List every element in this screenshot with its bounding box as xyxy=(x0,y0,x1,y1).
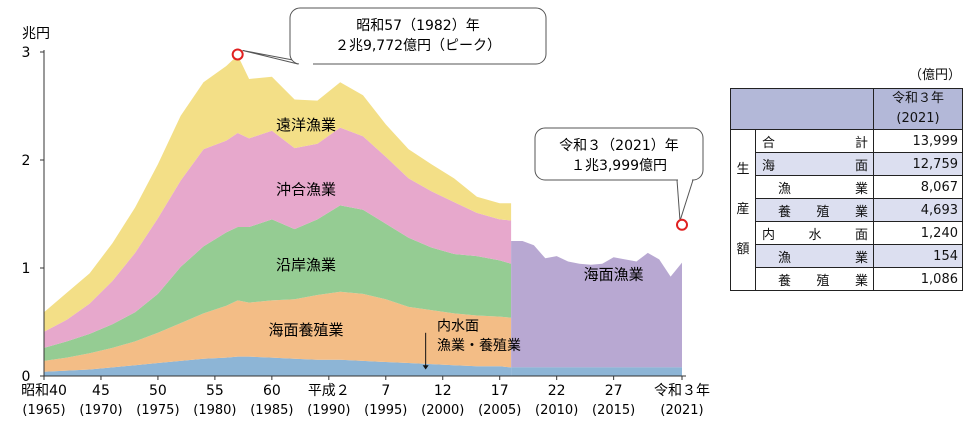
table-row-label: 養殖業 xyxy=(755,198,874,222)
x-tick-sublabel: (1970) xyxy=(79,403,122,418)
callout-text: 昭和57（1982）年 xyxy=(356,18,479,34)
axes: 0123兆円昭和40(1965)45(1970)50(1975)55(1980)… xyxy=(21,26,710,418)
table-row: 養殖業 4,693 xyxy=(731,198,963,222)
table-row: 漁業 154 xyxy=(731,244,963,268)
table-row-label: 漁業 xyxy=(755,175,874,199)
area-label: 沖合漁業 xyxy=(276,181,336,199)
stacked-areas xyxy=(44,55,682,376)
table-row: 養殖業 1,086 xyxy=(731,267,963,291)
table-row-label: 漁業 xyxy=(755,244,874,268)
callout-pointer xyxy=(676,179,694,221)
production-area-chart: 0123兆円昭和40(1965)45(1970)50(1975)55(1980)… xyxy=(21,7,710,418)
table-row: 漁業 8,067 xyxy=(731,175,963,199)
table-row: 内水面 1,240 xyxy=(731,221,963,245)
x-tick-sublabel: (1980) xyxy=(193,403,236,418)
table-row-value: 12,759 xyxy=(873,152,963,176)
callout-box xyxy=(534,127,704,181)
callout-pointer xyxy=(242,49,315,65)
x-tick-label: 昭和40 xyxy=(21,383,67,399)
table-category: 生産額 xyxy=(730,129,756,291)
x-tick-label: 平成２ xyxy=(308,383,350,399)
x-tick-sublabel: (2015) xyxy=(592,403,635,418)
x-tick-label: 22 xyxy=(548,383,566,399)
y-tick-label: 2 xyxy=(22,153,31,169)
callouts: 昭和57（1982）年 ２兆9,772億円（ピーク） 令和３（2021）年 １兆3,9… xyxy=(231,7,704,231)
table-unit: （億円） xyxy=(908,68,961,83)
x-tick-label: 60 xyxy=(263,383,281,399)
area-series-0 xyxy=(44,356,512,376)
inland-arrowhead xyxy=(422,365,429,370)
y-tick-label: 3 xyxy=(22,45,31,61)
area-label-marine: 海面漁業 xyxy=(584,265,644,283)
area-label: 海面養殖業 xyxy=(269,321,344,339)
table-row-value: 1,086 xyxy=(873,267,963,291)
x-tick-label: 50 xyxy=(149,383,167,399)
table-header-blank xyxy=(730,88,874,130)
table-row-value: 1,240 xyxy=(873,221,963,245)
y-unit-label: 兆円 xyxy=(22,26,50,42)
area-marine-fisheries xyxy=(511,241,682,368)
callout-marker xyxy=(231,48,244,61)
callout-gap xyxy=(299,62,313,65)
callout-text: 令和３（2021）年 xyxy=(559,138,679,154)
x-tick-label: 55 xyxy=(206,383,224,399)
area-label: 遠洋漁業 xyxy=(276,116,336,134)
x-tick-sublabel: (2021) xyxy=(660,403,703,418)
table-row: 海面 12,759 xyxy=(731,152,963,176)
table-row-value: 154 xyxy=(873,244,963,268)
x-tick-label: 12 xyxy=(434,383,452,399)
y-tick-label: 1 xyxy=(22,261,31,277)
x-tick-sublabel: (2000) xyxy=(421,403,464,418)
x-tick-sublabel: (1965) xyxy=(22,403,65,418)
x-tick-sublabel: (2010) xyxy=(535,403,578,418)
x-tick-sublabel: (1975) xyxy=(136,403,179,418)
area-series-1 xyxy=(44,291,512,372)
callout-gap xyxy=(678,178,692,181)
x-tick-label: 7 xyxy=(381,383,390,399)
area-series-2 xyxy=(44,205,512,361)
callout-marker xyxy=(676,218,688,231)
inland-label-2: 漁業・養殖業 xyxy=(437,337,521,354)
area-label: 沿岸漁業 xyxy=(276,256,336,274)
x-tick-label: 45 xyxy=(92,383,110,399)
x-tick-label: 27 xyxy=(605,383,623,399)
y-tick-label: 0 xyxy=(22,369,31,385)
x-tick-label: 17 xyxy=(491,383,509,399)
table-row: 生産額合計 13,999 xyxy=(730,129,963,291)
callout-box xyxy=(289,7,547,65)
area-inland-after xyxy=(511,367,682,376)
inland-label: 内水面 xyxy=(437,319,479,335)
x-tick-sublabel: (1985) xyxy=(250,403,293,418)
table-row-value: 8,067 xyxy=(873,175,963,199)
table-row-label: 合計 xyxy=(755,129,874,153)
callout-text: １兆3,999億円 xyxy=(571,158,667,174)
x-tick-sublabel: (1995) xyxy=(364,403,407,418)
table-header-year: 令和３年 (2021) xyxy=(873,88,963,130)
area-series-3 xyxy=(44,127,512,348)
x-tick-sublabel: (2005) xyxy=(478,403,521,418)
table-row-label: 養殖業 xyxy=(755,267,874,291)
table-row-value: 4,693 xyxy=(873,198,963,222)
area-series-4 xyxy=(44,55,512,332)
table-row-label: 内水面 xyxy=(755,221,874,245)
table-row-label: 海面 xyxy=(755,152,874,176)
x-tick-label: 令和３年 xyxy=(654,383,710,399)
callout-text: ２兆9,772億円（ピーク） xyxy=(335,38,501,54)
x-tick-sublabel: (1990) xyxy=(307,403,350,418)
table-row-value: 13,999 xyxy=(873,129,963,153)
